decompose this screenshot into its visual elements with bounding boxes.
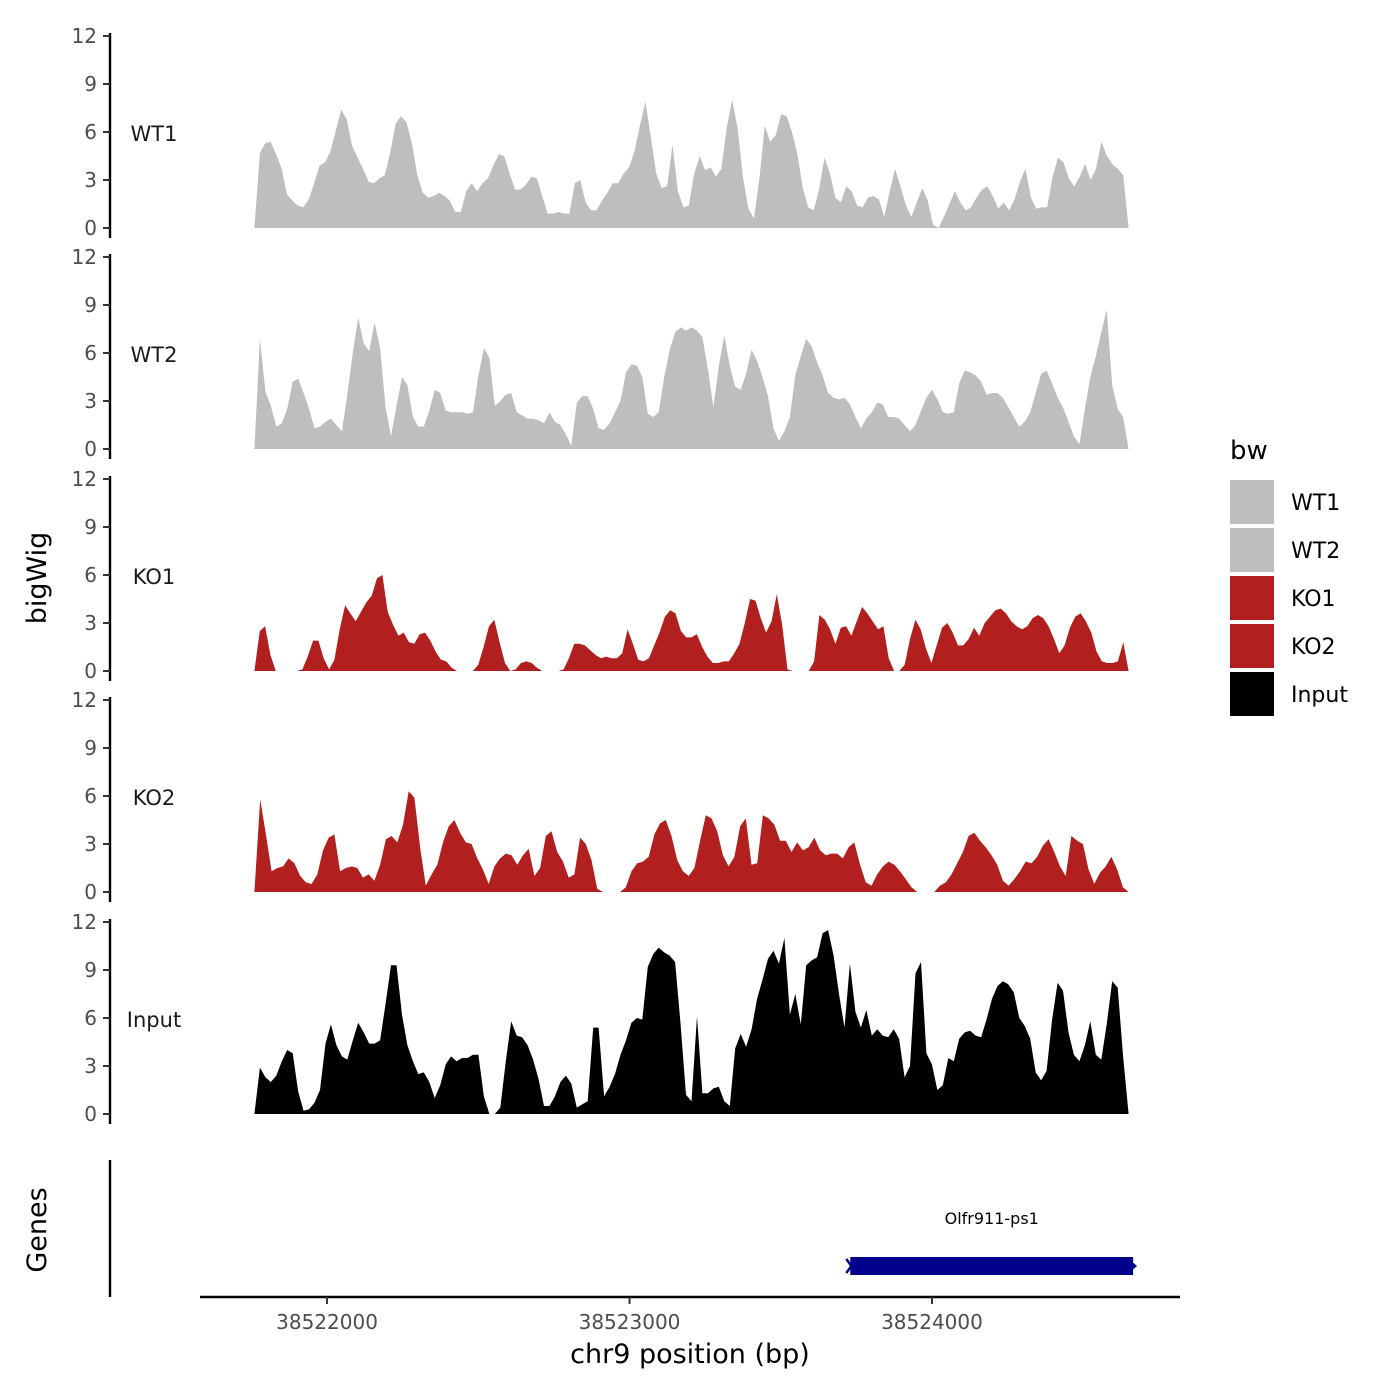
y-tick-label: 0 xyxy=(84,880,97,904)
y-tick-label: 3 xyxy=(84,168,97,192)
gene-label: Olfr911-ps1 xyxy=(945,1209,1039,1228)
y-tick-label: 9 xyxy=(84,515,97,539)
x-tick-label: 38523000 xyxy=(579,1310,681,1334)
y-tick-label: 0 xyxy=(84,437,97,461)
legend-key-ko1 xyxy=(1230,576,1274,620)
legend-key-input xyxy=(1230,672,1274,716)
legend-key-wt2 xyxy=(1230,528,1274,572)
area-input xyxy=(254,930,1129,1114)
panel-label: Input xyxy=(127,1008,181,1032)
y-tick-label: 0 xyxy=(84,1102,97,1126)
legend-key-wt1 xyxy=(1230,480,1274,524)
legend-title: bw xyxy=(1230,436,1268,466)
y-tick-label: 6 xyxy=(84,784,97,808)
area-ko2 xyxy=(254,791,1129,892)
y-tick-label: 6 xyxy=(84,1006,97,1030)
y-tick-label: 6 xyxy=(84,341,97,365)
y-tick-label: 3 xyxy=(84,389,97,413)
legend-label-wt1: WT1 xyxy=(1291,491,1340,516)
x-axis-title: chr9 position (bp) xyxy=(570,1339,810,1370)
y-tick-label: 9 xyxy=(84,72,97,96)
legend: bw WT1 WT2 KO1 KO2 Input xyxy=(1230,436,1348,716)
y-tick-label: 12 xyxy=(72,24,97,48)
panel-label: WT1 xyxy=(131,122,178,146)
legend-label-ko2: KO2 xyxy=(1291,635,1336,660)
panel-label: KO1 xyxy=(133,565,176,589)
area-wt1 xyxy=(254,100,1129,228)
legend-label-input: Input xyxy=(1291,683,1348,708)
y-tick-label: 0 xyxy=(84,216,97,240)
gene-body xyxy=(850,1257,1134,1275)
y-tick-label: 12 xyxy=(72,910,97,934)
legend-label-ko1: KO1 xyxy=(1291,587,1336,612)
signal-panels: 0 3 6 9 12 WT1 0 3 6 9 12 WT2 0 3 6 9 12 KO1 0 3 6 9 12 KO2 0 3 6 9… xyxy=(72,24,1129,1126)
gene-track-title: Genes xyxy=(22,1187,53,1272)
panel-input: 0 3 6 9 12 Input xyxy=(72,910,1129,1126)
legend-label-wt2: WT2 xyxy=(1291,539,1340,564)
y-tick-label: 3 xyxy=(84,832,97,856)
y-axis-title: bigWig xyxy=(22,532,53,625)
y-tick-label: 12 xyxy=(72,245,97,269)
y-tick-label: 9 xyxy=(84,293,97,317)
panel-ko2: 0 3 6 9 12 KO2 xyxy=(72,688,1129,904)
y-tick-label: 9 xyxy=(84,736,97,760)
panel-wt1: 0 3 6 9 12 WT1 xyxy=(72,24,1129,240)
area-ko1 xyxy=(254,575,1129,671)
panel-label: KO2 xyxy=(133,786,176,810)
panel-ko1: 0 3 6 9 12 KO1 xyxy=(72,467,1129,683)
y-tick-label: 3 xyxy=(84,611,97,635)
y-tick-label: 6 xyxy=(84,563,97,587)
x-tick-label: 38522000 xyxy=(276,1310,378,1334)
legend-key-ko2 xyxy=(1230,624,1274,668)
gene-end-mark xyxy=(1128,1260,1138,1272)
panel-wt2: 0 3 6 9 12 WT2 xyxy=(72,245,1129,461)
y-tick-label: 0 xyxy=(84,659,97,683)
x-tick-label: 38524000 xyxy=(881,1310,983,1334)
panel-label: WT2 xyxy=(131,343,178,367)
y-tick-label: 12 xyxy=(72,688,97,712)
x-axis: 38522000 38523000 38524000 xyxy=(200,1295,1180,1334)
y-tick-label: 6 xyxy=(84,120,97,144)
strand-mark xyxy=(845,1258,858,1274)
gene-track: Olfr911-ps1 xyxy=(108,1160,1138,1297)
area-wt2 xyxy=(254,309,1129,449)
y-tick-label: 12 xyxy=(72,467,97,491)
y-tick-label: 3 xyxy=(84,1054,97,1078)
y-tick-label: 9 xyxy=(84,958,97,982)
